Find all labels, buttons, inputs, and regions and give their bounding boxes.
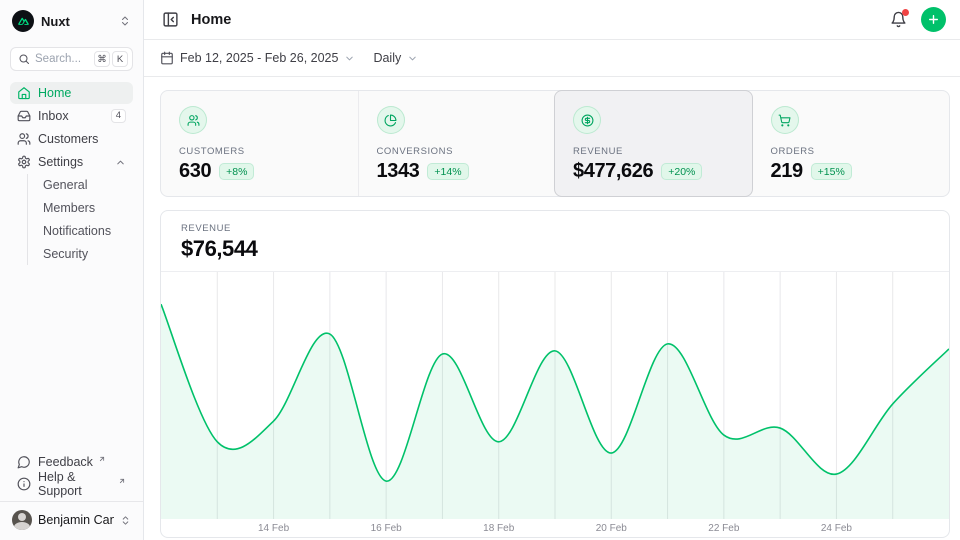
feedback-link[interactable]: Feedback: [10, 451, 133, 473]
workspace-switcher[interactable]: Nuxt: [10, 8, 133, 34]
home-icon: [17, 86, 31, 100]
help-support-link[interactable]: Help & Support: [10, 470, 133, 498]
date-range-picker[interactable]: Feb 12, 2025 - Feb 26, 2025: [160, 51, 355, 65]
search-input[interactable]: Search... ⌘ K: [10, 47, 133, 71]
sidebar-item-notifications[interactable]: Notifications: [43, 224, 112, 238]
search-shortcut: ⌘ K: [94, 51, 128, 67]
k-key: K: [112, 51, 128, 67]
message-bubble-icon: [17, 455, 31, 469]
users-icon: [179, 106, 207, 134]
x-tick-label: 18 Feb: [483, 523, 515, 534]
stat-delta-badge: +20%: [661, 163, 703, 180]
date-range-label: Feb 12, 2025 - Feb 26, 2025: [180, 51, 339, 65]
brand-name: Nuxt: [41, 13, 70, 29]
sidebar-item-label: Inbox: [38, 109, 69, 123]
stat-label: REVENUE: [573, 146, 623, 157]
chevrons-up-down-icon: [120, 515, 131, 526]
chevrons-up-down-icon: [119, 15, 131, 27]
sidebar-spacer: [10, 265, 133, 451]
sidebar-item-home[interactable]: Home: [10, 82, 133, 104]
pie-chart-icon: [376, 106, 405, 134]
x-tick-label: 14 Feb: [257, 523, 290, 534]
x-tick-label: 20 Feb: [595, 523, 627, 534]
stat-delta-badge: +15%: [810, 163, 852, 180]
plus-icon: [927, 13, 940, 26]
add-button[interactable]: [921, 7, 946, 32]
settings-gear-icon: [17, 155, 31, 169]
chart-canvas: [161, 272, 949, 519]
info-circle-icon: [17, 477, 31, 491]
stat-delta-badge: +14%: [427, 163, 469, 180]
sidebar-collapse-button[interactable]: [160, 9, 181, 30]
stat-card-customers[interactable]: CUSTOMERS 630 +8%: [161, 91, 358, 196]
x-tick-label: 24 Feb: [820, 523, 852, 534]
chart-x-axis: 14 Feb 16 Feb 18 Feb 20 Feb 22 Feb 24 Feb: [161, 519, 949, 537]
period-select[interactable]: Daily: [373, 51, 418, 65]
sidebar-item-customers[interactable]: Customers: [10, 128, 133, 150]
stat-card-conversions[interactable]: CONVERSIONS 1343 +14%: [357, 91, 556, 196]
search-placeholder: Search...: [35, 53, 82, 65]
chevron-down-icon: [407, 53, 418, 64]
circle-dollar-icon: [573, 106, 601, 134]
calendar-icon: [160, 51, 174, 65]
stat-value: 219: [770, 160, 804, 182]
filters-toolbar: Feb 12, 2025 - Feb 26, 2025 Daily: [144, 40, 960, 77]
search-icon: [18, 53, 30, 65]
chart-metric-label: REVENUE: [181, 223, 231, 234]
page-header: Home: [144, 0, 960, 40]
avatar: [12, 510, 32, 530]
help-support-label: Help & Support: [38, 470, 82, 498]
sidebar-item-members[interactable]: Members: [43, 201, 96, 215]
main-area: Home Feb 12, 2025 - Feb 26, 2025: [144, 0, 960, 540]
chart-metric-value: $76,544: [181, 236, 258, 261]
chevron-up-icon: [115, 157, 126, 168]
sidebar-item-label: Home: [38, 86, 72, 100]
x-tick-label: 22 Feb: [708, 523, 740, 534]
x-tick-label: 16 Feb: [370, 523, 402, 534]
notifications-button[interactable]: [888, 9, 909, 30]
sidebar-item-inbox[interactable]: Inbox 4: [10, 105, 133, 127]
external-link-icon: [118, 477, 126, 485]
notification-dot: [902, 9, 909, 16]
chart-header: REVENUE $76,544: [161, 211, 949, 272]
user-menu-button[interactable]: Benjamin Canac: [0, 501, 143, 532]
header-actions: [888, 7, 946, 32]
page-title: Home: [191, 11, 232, 28]
users-icon: [17, 132, 31, 146]
sidebar-nav: Home Inbox 4 Customers Settings: [10, 82, 133, 173]
sidebar-item-settings[interactable]: Settings: [10, 151, 133, 173]
feedback-label: Feedback: [38, 455, 93, 469]
revenue-area-chart[interactable]: [161, 272, 949, 519]
sidebar-item-general[interactable]: General: [43, 178, 88, 192]
stats-row: CUSTOMERS 630 +8% CONVERSIONS 1343 +14%: [160, 90, 950, 197]
inbox-icon: [17, 109, 31, 123]
external-link-icon: [98, 455, 106, 463]
stat-card-orders[interactable]: ORDERS 219 +15%: [753, 91, 950, 196]
nuxt-logo-icon: [12, 10, 34, 32]
dashboard-content: CUSTOMERS 630 +8% CONVERSIONS 1343 +14%: [144, 77, 960, 538]
cmd-key: ⌘: [94, 51, 110, 67]
stat-label: CONVERSIONS: [376, 146, 453, 157]
stat-label: CUSTOMERS: [179, 146, 245, 157]
sidebar: Nuxt Search... ⌘ K Home In: [0, 0, 144, 540]
stat-label: ORDERS: [770, 146, 815, 157]
revenue-chart-card: REVENUE $76,544 14 Feb 16 Feb 18 Feb 20 Feb…: [160, 210, 950, 538]
stat-value: $477,626: [573, 160, 654, 182]
sidebar-item-label: Settings: [38, 155, 84, 169]
sidebar-item-security[interactable]: Security: [43, 247, 89, 261]
stat-delta-badge: +8%: [219, 163, 255, 180]
period-label: Daily: [373, 51, 402, 65]
inbox-count-badge: 4: [110, 108, 126, 124]
user-name: Benjamin Canac: [38, 513, 114, 527]
stat-value: 1343: [376, 160, 420, 182]
stat-card-revenue[interactable]: REVENUE $477,626 +20%: [554, 90, 753, 197]
sidebar-item-label: Customers: [38, 132, 99, 146]
chevron-down-icon: [344, 53, 355, 64]
stat-value: 630: [179, 160, 212, 182]
shopping-cart-icon: [770, 106, 799, 134]
settings-submenu: General Members Notifications Security: [27, 174, 133, 265]
